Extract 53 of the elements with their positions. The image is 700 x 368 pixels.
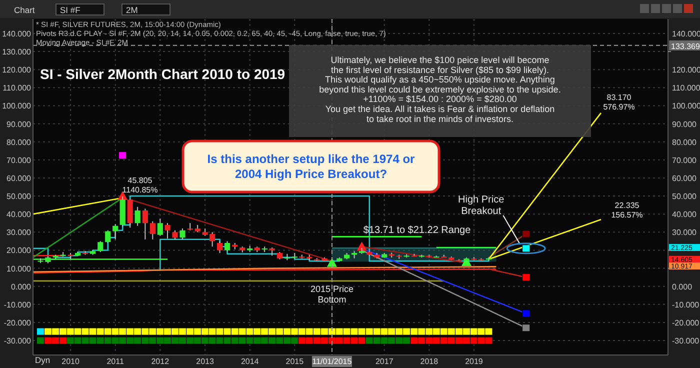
y2-tick-label: 60.000	[672, 174, 698, 183]
ref-line-label: 133.369	[671, 42, 700, 51]
y-tick-label: 70.000	[6, 156, 32, 165]
y2-tick-label: 90.000	[672, 120, 698, 129]
y2-tick-label: -10.000	[672, 300, 700, 310]
text: SI #F	[60, 5, 80, 15]
y-tick-label: 10.000	[6, 264, 32, 274]
y-tick-label: 120.000	[2, 66, 32, 75]
y-tick-label: 60.000	[6, 174, 32, 183]
y-tick-label: 100.000	[2, 102, 32, 111]
annotation: 83.170 576.97%	[603, 93, 635, 112]
y-tick-label: 40.000	[6, 210, 32, 220]
y-tick-label: 50.000	[6, 192, 32, 202]
x-tick-label: 2013	[196, 357, 215, 366]
annotation: 2015 Price Bottom	[310, 284, 354, 304]
y2-tick-label: -20.000	[672, 318, 700, 328]
y-tick-label: 130.000	[2, 48, 32, 57]
y-tick-label: 30.000	[6, 228, 32, 238]
y-tick-label: -20.000	[4, 318, 32, 328]
annotation: Ultimately, we believe the $100 peice level will become the first level of resistance for Silver ($85 to $99 likely). This would qualify as a 450~550% upside move. Anything beyond this level could be extremely explosive to the upside. +1100% = $154.00 : 2000% = $280.00 You get the idea. All it takes is Fear & inflation or deflation to take root in the minds of investors.	[319, 55, 561, 124]
y-tick-label: -30.000	[4, 336, 32, 346]
x-tick-label: 2019	[465, 357, 484, 366]
y-tick-label: 110.000	[2, 84, 32, 93]
x-tick-label: 2011	[106, 357, 125, 366]
x-tick-label: 2018	[420, 357, 439, 366]
y-tick-label: 90.000	[6, 120, 32, 129]
y2-tick-label: 80.000	[672, 138, 698, 147]
x-tick-label: 2010	[62, 357, 80, 366]
annotation: Is this another setup like the 1974 or 2004 High Price Breakout?	[207, 152, 416, 181]
y2-tick-label: 110.000	[672, 84, 700, 93]
annotation: 45.805 1140.85%	[122, 176, 158, 194]
y-tick-label: 0.000	[10, 282, 32, 292]
text: Chart	[14, 5, 36, 15]
annotation: High Price Breakout	[458, 194, 505, 217]
text: 2M	[126, 5, 138, 15]
y2-tick-label: -30.000	[672, 336, 700, 346]
y-tick-label: 140.000	[2, 29, 32, 38]
annotation: 22.335 156.57%	[611, 201, 643, 220]
annotation: Dyn	[35, 355, 50, 365]
x-tick-label: 2012	[151, 357, 170, 366]
x-tick-label: 2014	[240, 357, 260, 366]
y2-tick-label: 40.000	[672, 210, 698, 220]
text: SI - Silver 2Month Chart 2010 to 2019	[40, 66, 286, 82]
x-tick-label: 11/01/2015	[312, 357, 352, 366]
y2-tick-label: 50.000	[672, 192, 698, 202]
x-tick-label: 2017	[375, 357, 394, 366]
y-tick-label: 80.000	[6, 138, 32, 147]
x-tick-label: 2015	[286, 357, 304, 366]
y-tick-label: -10.000	[4, 300, 32, 310]
y-tick-label: 20.000	[6, 246, 32, 256]
y2-tick-label: 0.000	[672, 282, 693, 292]
y2-tick-label: 70.000	[672, 156, 698, 165]
y2-tick-label: 30.000	[672, 228, 698, 238]
